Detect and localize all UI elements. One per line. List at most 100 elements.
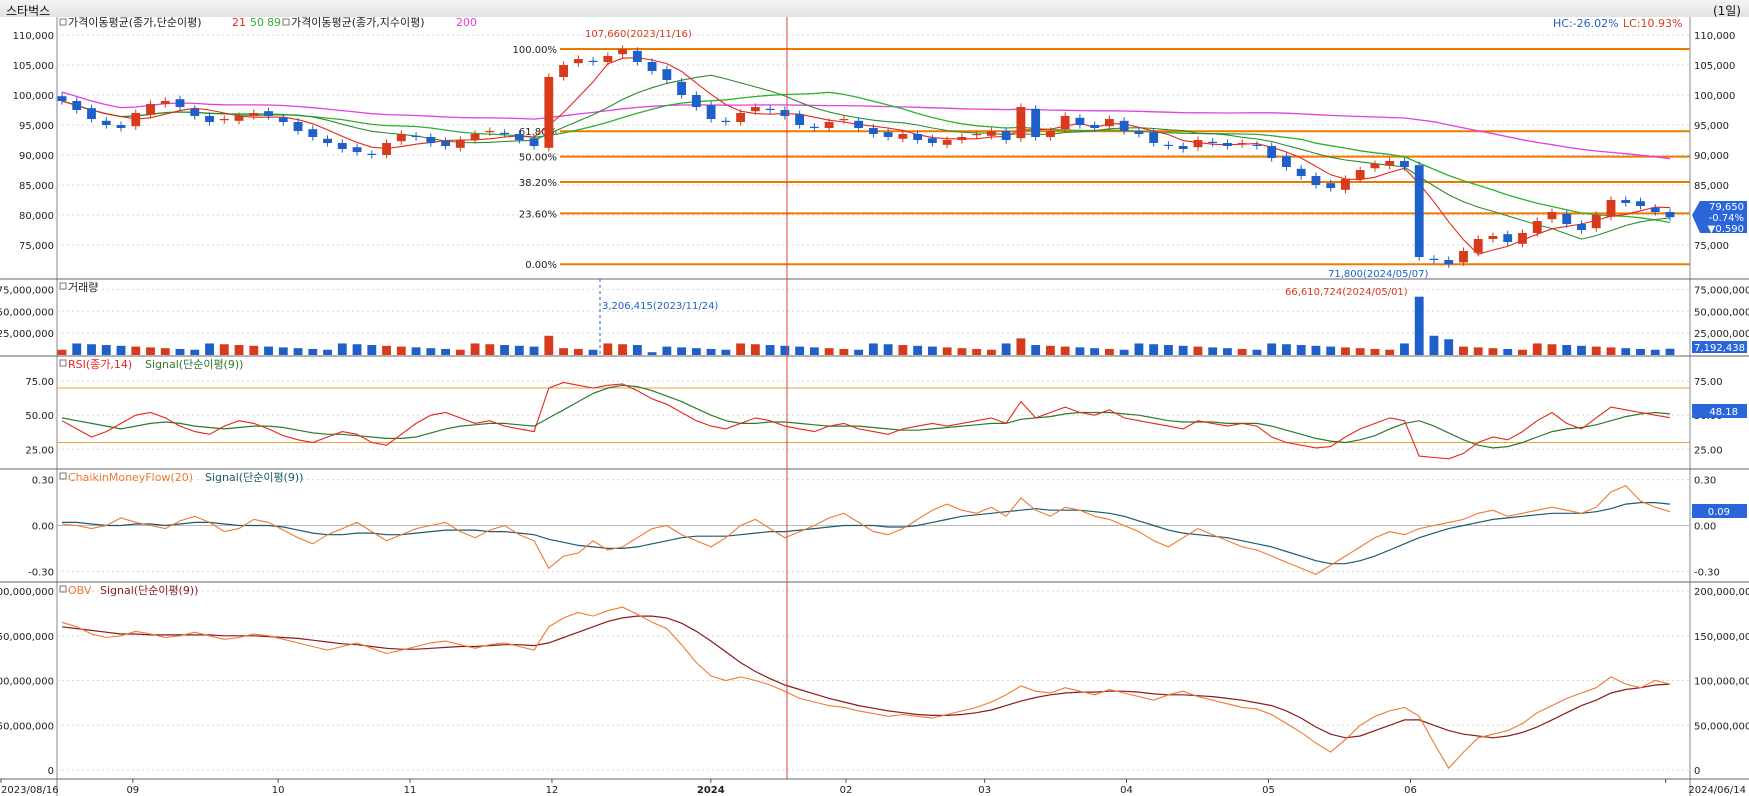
candle-body: [485, 131, 495, 133]
candle-body: [544, 77, 554, 148]
cmf-signal-line: [62, 502, 1671, 565]
volume-bar: [352, 344, 362, 355]
candle-body: [647, 62, 657, 71]
x-axis-label: 04: [1120, 785, 1133, 796]
volume-bar: [1621, 348, 1631, 355]
obv-signal-legend: Signal(단순이평(9)): [100, 584, 198, 597]
volume-bar: [1503, 348, 1513, 355]
candle-body: [101, 120, 111, 125]
candle-body: [839, 119, 849, 121]
rsi-signal-legend: Signal(단순이평(9)): [145, 358, 243, 371]
volume-bar: [1606, 347, 1616, 355]
volume-bar: [986, 349, 996, 355]
cmf-tick-left: -0.30: [28, 567, 54, 578]
volume-bar: [470, 343, 480, 355]
volume-bar: [1060, 346, 1070, 355]
x-axis-label: 2024: [697, 785, 725, 796]
volume-bar: [57, 349, 67, 355]
candle-body: [1237, 143, 1247, 145]
volume-bar: [116, 345, 126, 355]
candle-body: [603, 56, 613, 62]
candle-body: [1488, 236, 1498, 239]
x-axis-label: 2024/06/14: [1688, 785, 1746, 796]
volume-bar: [691, 348, 701, 355]
volume-bar: [1650, 349, 1660, 355]
candle-body: [1163, 144, 1173, 146]
volume-bar: [1045, 345, 1055, 355]
volume-bar: [632, 345, 642, 355]
candle-body: [1090, 125, 1100, 128]
candle-body: [559, 65, 569, 77]
volume-bar: [795, 346, 805, 355]
price-legend: 가격이동평균(종가,단순이평) 21 50 89 가격이동평균(종가,지수이평)…: [59, 17, 477, 29]
candle-body: [913, 134, 923, 140]
volume-bar: [293, 348, 303, 355]
volume-bar: [736, 343, 746, 355]
candle-body: [249, 113, 259, 116]
volume-bar: [1444, 339, 1454, 355]
volume-bar: [190, 349, 200, 355]
candle-body: [337, 143, 347, 149]
volume-bar: [278, 347, 288, 355]
legend-box-icon: [282, 18, 290, 26]
candle-body: [57, 96, 67, 101]
chart-canvas[interactable]: 100.00%61.80%50.00%38.20%23.60%0.00% 110…: [0, 17, 1749, 796]
candle-body: [367, 153, 377, 155]
candle-body: [308, 129, 318, 137]
change-val: ▼0.590: [1708, 224, 1744, 235]
cmf-tick-left: 0.30: [32, 476, 54, 487]
candle-body: [1532, 221, 1542, 233]
volume-bar: [1636, 348, 1645, 355]
volume-bar: [1149, 344, 1159, 355]
ma-label: 가격이동평균(종가,단순이평): [68, 17, 202, 29]
volume-bar: [898, 345, 908, 355]
candle-body: [1636, 201, 1645, 206]
candle-body: [1577, 224, 1586, 230]
candle-body: [780, 110, 790, 116]
price-tick-right: 100,000: [1694, 91, 1735, 102]
candle-body: [160, 101, 170, 104]
rsi-tick-right: 75.00: [1694, 377, 1723, 388]
obv-tick-left: 100,000,000: [0, 677, 54, 688]
candles: [57, 45, 1675, 268]
candle-body: [411, 135, 421, 137]
obv-tick-left: 50,000,000: [0, 721, 54, 732]
candle-body: [1075, 117, 1085, 125]
volume-bar: [1532, 343, 1542, 355]
rsi-tick-right: 25.00: [1694, 445, 1723, 456]
fib-label: 38.20%: [519, 178, 557, 189]
x-axis-label: 06: [1404, 785, 1417, 796]
candle-body: [131, 113, 141, 127]
obv-tick-right: 200,000,000: [1694, 587, 1749, 598]
obv-tick-left: 150,000,000: [0, 632, 54, 643]
candle-body: [470, 134, 480, 140]
cmf-lines: [61, 485, 1671, 576]
candle-body: [1341, 179, 1350, 190]
volume-bar: [101, 345, 111, 355]
volume-tick-right: 50,000,000: [1694, 307, 1749, 318]
period-label[interactable]: (1일): [1712, 4, 1741, 18]
candle-body: [883, 132, 893, 137]
obv-tick-right: 100,000,000: [1694, 677, 1749, 688]
cmf-tick-left: 0.00: [32, 522, 54, 533]
price-tick-left: 85,000: [19, 181, 54, 192]
volume-bar: [1031, 345, 1041, 355]
fib-label: 23.60%: [519, 209, 557, 220]
candle-body: [736, 113, 746, 122]
obv-tick-left: 0: [48, 766, 54, 777]
volume-bar: [249, 345, 259, 355]
obv-line: [61, 606, 1671, 770]
candle-body: [396, 134, 406, 142]
legend-box-icon: [59, 472, 67, 480]
volume-bar: [323, 349, 332, 355]
volume-bar: [942, 347, 952, 355]
volume-bar: [1208, 347, 1218, 355]
title-bar: 스타벅스 (1일): [0, 0, 1749, 18]
cmf-last-value: 0.09: [1708, 507, 1730, 518]
price-tick-left: 110,000: [13, 31, 54, 42]
volume-bar: [677, 347, 687, 355]
volume-bar: [441, 348, 450, 355]
chart-background: [0, 17, 1749, 796]
candle-body: [1296, 168, 1306, 176]
candle-body: [500, 132, 509, 134]
